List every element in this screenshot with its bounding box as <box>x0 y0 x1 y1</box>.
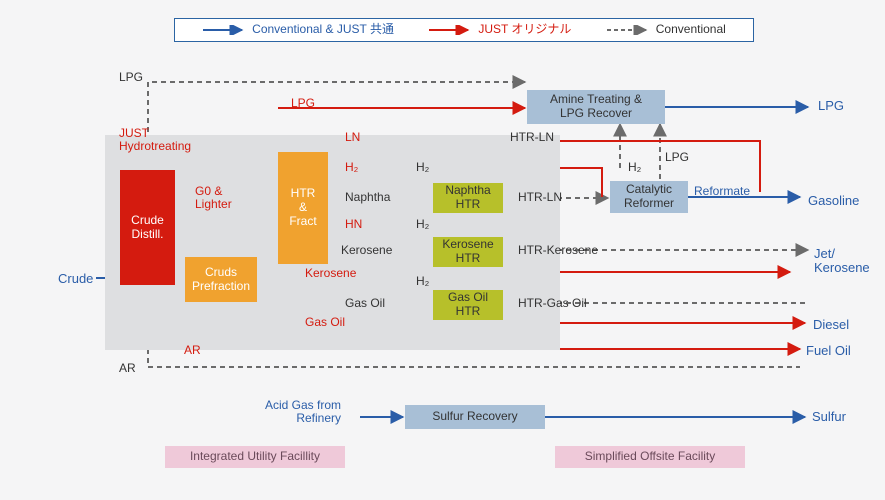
label-lpg-red: LPG <box>291 97 315 109</box>
legend-label: Conventional <box>656 23 726 37</box>
box-kerosene-htr: KeroseneHTR <box>433 237 503 267</box>
label-out-sulfur: Sulfur <box>812 410 846 423</box>
label-h2-red: H₂ <box>345 161 358 173</box>
label-crude: Crude <box>58 272 93 285</box>
label-just-hydro: JUSTHydrotreating <box>119 127 191 153</box>
label-gasoil-lbl: Gas Oil <box>345 297 385 309</box>
label-g0: G0 &Lighter <box>195 185 232 211</box>
label-out-fueloil: Fuel Oil <box>806 344 851 357</box>
box-simplified: Simplified Offsite Facility <box>555 446 745 468</box>
label-reformate: Reformate <box>694 185 750 197</box>
label-htr-ln-top: HTR-LN <box>510 131 554 143</box>
label-htr-ln2: HTR-LN <box>518 191 562 203</box>
label-kerosene-red: Kerosene <box>305 267 356 279</box>
label-lpg-tl: LPG <box>119 71 143 83</box>
box-gasoil-htr: Gas OilHTR <box>433 290 503 320</box>
label-h2-cat: H₂ <box>628 161 641 173</box>
label-ln: LN <box>345 131 360 143</box>
box-sulfur-recovery: Sulfur Recovery <box>405 405 545 429</box>
label-h2-3: H₂ <box>416 275 429 287</box>
box-crude-distill: CrudeDistill. <box>120 170 175 285</box>
box-naphtha-htr: NaphthaHTR <box>433 183 503 213</box>
label-kerosene-lbl: Kerosene <box>341 244 392 256</box>
label-ar-black: AR <box>119 362 136 374</box>
box-integrated: Integrated Utility Facillity <box>165 446 345 468</box>
label-acid-gas: Acid Gas fromRefinery <box>265 399 341 425</box>
label-lpg-cat: LPG <box>665 151 689 163</box>
label-out-jet: Jet/Kerosene <box>814 247 870 276</box>
label-hn: HN <box>345 218 362 230</box>
box-cruds-prefraction: CrudsPrefraction <box>185 257 257 302</box>
legend: Conventional & JUST 共通 JUST オリジナル Conventi… <box>174 18 754 42</box>
label-naphtha: Naphtha <box>345 191 390 203</box>
label-out-lpg: LPG <box>818 99 844 112</box>
label-h2-1: H₂ <box>416 161 429 173</box>
box-htr-fract: HTR&Fract <box>278 152 328 264</box>
label-out-gasoline: Gasoline <box>808 194 859 207</box>
legend-label: Conventional & JUST 共通 <box>252 23 394 37</box>
legend-label: JUST オリジナル <box>478 23 571 37</box>
box-cat-reformer: CatalyticReformer <box>610 181 688 213</box>
label-out-diesel: Diesel <box>813 318 849 331</box>
box-amine: Amine Treating &LPG Recover <box>527 90 665 124</box>
label-gasoil-red: Gas Oil <box>305 316 345 328</box>
label-htr-gasoil: HTR-Gas Oil <box>518 297 587 309</box>
label-htr-kero: HTR-Kerosene <box>518 244 598 256</box>
diagram-canvas: Conventional & JUST 共通 JUST オリジナル Conventi… <box>0 0 885 500</box>
label-ar-red: AR <box>184 344 201 356</box>
label-h2-2: H₂ <box>416 218 429 230</box>
